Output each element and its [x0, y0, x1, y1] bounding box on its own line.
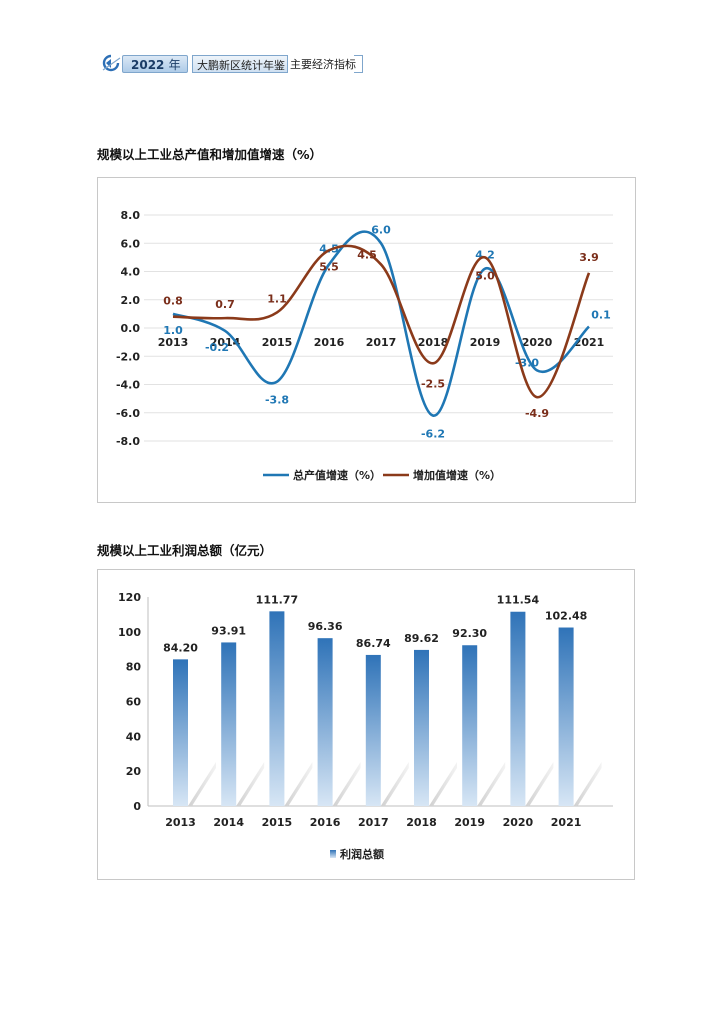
y-tick-label: 40 — [126, 730, 142, 743]
data-label: -3.8 — [265, 394, 289, 407]
x-tick-label: 2020 — [503, 816, 534, 829]
data-label: -2.5 — [421, 377, 445, 390]
section-title-profit: 规模以上工业利润总额（亿元） — [97, 543, 273, 558]
y-tick-label: 0.0 — [121, 322, 141, 335]
data-label: 102.48 — [545, 610, 587, 623]
series-line — [172, 244, 591, 399]
bar-shadow — [188, 762, 216, 806]
data-label: 1.1 — [267, 292, 287, 305]
x-tick-label: 2017 — [366, 336, 397, 349]
data-label: 5.0 — [475, 269, 495, 282]
y-tick-label: 120 — [118, 591, 141, 604]
header-title: 大鹏新区统计年鉴 — [197, 59, 285, 72]
x-tick-label: 2020 — [522, 336, 553, 349]
subtitle-bracket — [354, 55, 363, 73]
x-tick-label: 2021 — [574, 336, 605, 349]
legend-label: 利润总额 — [340, 847, 384, 861]
growth-chart-frame: 8.0 6.0 4.0 2.0 0.0 -2.0 -4.0 -6.0 -8.0 2013 2014 2… — [97, 177, 636, 503]
title-badge: 大鹏新区统计年鉴 — [192, 55, 288, 73]
bar — [221, 642, 237, 806]
yearbook-header: 2022 年 大鹏新区统计年鉴 主要经济指标 — [100, 52, 370, 74]
y-tick-label: 100 — [118, 626, 141, 639]
data-label: -0.2 — [205, 341, 229, 354]
data-label: 86.74 — [356, 637, 391, 650]
bar — [510, 611, 526, 806]
x-tick-label: 2019 — [470, 336, 501, 349]
bar — [269, 611, 285, 806]
y-tick-label: 80 — [126, 661, 142, 674]
y-tick-label: 8.0 — [121, 209, 141, 222]
x-tick-label: 2015 — [262, 816, 293, 829]
x-tick-label: 2016 — [310, 816, 341, 829]
y-tick-label: 4.0 — [121, 266, 141, 279]
x-tick-label: 2019 — [454, 816, 485, 829]
data-label: 6.0 — [371, 223, 391, 236]
bar-shadow — [525, 762, 554, 806]
x-tick-label: 2016 — [314, 336, 345, 349]
x-tick-label: 2013 — [165, 816, 196, 829]
bar — [414, 649, 429, 806]
section-title-growth: 规模以上工业总产值和增加值增速（%） — [97, 147, 323, 162]
header-year: 2022 — [131, 58, 165, 72]
x-tick-label: 2021 — [551, 816, 582, 829]
data-label: 4.5 — [357, 248, 377, 261]
bar-shadow — [429, 762, 457, 806]
profit-chart-frame: 0 20 40 60 80 100 120 84.20 2013 93.91 2014 111.77 2… — [97, 569, 635, 880]
x-tick-label: 2017 — [358, 816, 389, 829]
data-label: 93.91 — [211, 624, 246, 637]
x-tick-label: 2013 — [158, 336, 189, 349]
x-tick-label: 2018 — [418, 336, 449, 349]
data-label: 84.20 — [163, 641, 198, 654]
legend-label: 总产值增速（%） — [293, 468, 381, 482]
bar-shadow — [332, 762, 361, 806]
bar-shadow — [380, 762, 409, 806]
data-label: 111.54 — [497, 594, 540, 607]
data-label: 0.1 — [591, 309, 611, 322]
y-tick-label: -2.0 — [116, 350, 140, 363]
yearbook-logo-icon — [102, 54, 121, 72]
data-label: 5.5 — [319, 260, 339, 273]
y-tick-label: -6.0 — [116, 407, 140, 420]
x-tick-label: 2015 — [262, 336, 293, 349]
y-tick-label: 0 — [133, 800, 141, 813]
bar — [462, 645, 478, 806]
bar-shadow — [236, 762, 265, 806]
y-tick-label: -8.0 — [116, 435, 140, 448]
data-label: 0.8 — [163, 295, 183, 308]
profit-bar-chart: 0 20 40 60 80 100 120 84.20 2013 93.91 2014 111.77 2… — [118, 591, 613, 861]
y-tick-label: 20 — [126, 765, 142, 778]
data-label: 3.9 — [579, 251, 599, 264]
header-subtitle: 主要经济指标 — [290, 58, 356, 71]
legend-swatch — [330, 850, 336, 858]
data-label: 111.77 — [256, 593, 298, 606]
y-tick-label: 60 — [126, 696, 142, 709]
bar — [173, 659, 188, 806]
y-tick-label: 2.0 — [121, 294, 141, 307]
x-tick-label: 2014 — [213, 816, 244, 829]
bar — [558, 627, 574, 806]
y-tick-label: -4.0 — [116, 379, 140, 392]
data-label: 1.0 — [163, 324, 183, 337]
series-line — [172, 230, 590, 417]
x-tick-label: 2018 — [406, 816, 437, 829]
legend-label: 增加值增速（%） — [413, 468, 501, 482]
data-label: 89.62 — [404, 632, 439, 645]
header-year-suffix: 年 — [168, 58, 181, 72]
data-label: -6.2 — [421, 428, 445, 441]
bar-shadow — [284, 762, 313, 806]
data-label: 92.30 — [452, 627, 487, 640]
y-tick-label: 6.0 — [121, 237, 141, 250]
data-label: -4.9 — [525, 407, 549, 420]
bar — [365, 654, 381, 806]
data-label: 96.36 — [308, 620, 343, 633]
data-label: 0.7 — [215, 298, 235, 311]
year-badge: 2022 年 — [122, 55, 188, 73]
bar — [317, 638, 333, 806]
bar-shadow — [573, 762, 602, 806]
bar-shadow — [477, 762, 506, 806]
